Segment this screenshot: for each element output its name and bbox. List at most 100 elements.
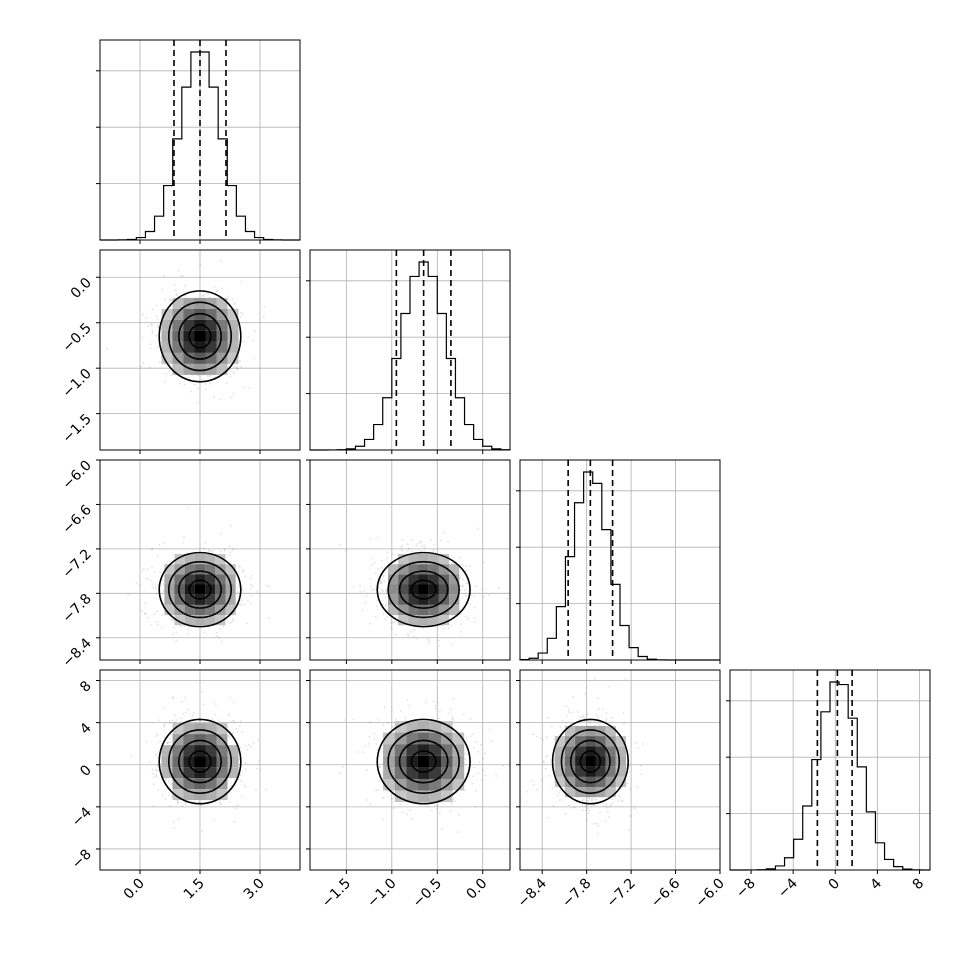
sample-point [184,696,186,699]
density-cell [225,564,236,575]
density-cell [452,778,465,791]
sample-point [473,595,476,598]
sample-point [220,260,223,263]
sample-point [361,751,364,753]
density-cell [554,776,565,788]
sample-point [633,807,636,810]
x-tick-label: 0.0 [121,876,148,903]
sample-point [392,621,395,624]
sample-point [227,295,229,298]
density-cell [428,615,439,626]
sample-point [250,583,252,586]
density-cell [398,564,409,575]
sample-point [430,539,432,542]
sample-point [359,590,362,593]
y-tick-label: 0.0 [68,275,95,302]
sample-point [146,577,149,579]
sample-point [470,594,472,596]
sample-point [568,804,570,807]
sample-point [410,631,412,633]
sample-point [231,298,234,301]
sample-point [146,568,149,570]
sample-point [419,550,422,553]
sample-point [239,603,241,606]
sample-point [373,561,376,564]
sample-point [252,339,255,342]
density-cell [164,574,175,585]
sample-point [382,797,385,800]
sample-point [175,293,178,296]
sample-point [408,547,410,550]
sample-point [236,804,239,807]
density-cell [205,363,217,375]
sample-point [383,706,386,709]
sample-point [597,832,600,835]
sample-point [247,336,250,338]
density-cell [406,721,418,733]
joint-panel-2-3 [306,459,511,664]
sample-point [243,386,246,389]
sample-point [204,388,207,390]
density-cell [205,564,216,575]
density-cell [174,574,185,585]
sample-point [244,744,246,747]
sample-point [338,772,341,774]
sample-point [565,722,568,724]
sample-point [233,373,236,375]
sample-point [168,370,171,373]
sample-point [240,779,242,782]
sample-point [462,578,465,581]
density-cell [564,766,576,777]
sample-point [231,719,234,722]
density-cell [388,574,399,585]
sample-point [162,541,165,544]
density-cell [406,767,418,779]
sample-point [544,768,547,770]
contour-level [398,570,449,609]
density-cell [615,746,626,757]
density-cell [554,766,565,777]
contour-level [158,718,242,805]
contour-level [178,312,223,360]
sample-point [369,538,372,540]
sample-point [423,544,426,547]
sample-point [597,697,600,700]
sample-point [259,768,261,771]
sample-point [382,599,384,602]
sample-point [240,599,243,602]
density-cell [418,604,429,616]
density-cell [394,721,407,733]
sample-point [218,637,221,639]
sample-point [585,807,587,809]
sample-point [640,773,643,775]
sample-point [151,583,154,585]
sample-point [154,571,157,573]
sample-point [240,720,242,722]
y-tick-label: −1.5 [59,411,94,446]
density-cell [216,767,228,779]
density-cell [406,790,418,803]
sample-point [382,723,385,726]
sample-point [369,578,372,580]
density-cell [429,732,441,745]
sample-point [187,626,190,628]
contour-level [376,718,471,805]
sample-point [239,566,241,569]
sample-point [364,745,366,747]
density-cell [183,319,195,331]
density-cell [194,594,206,605]
sample-point [411,538,414,541]
sample-point [451,715,454,718]
density-cell [161,352,173,364]
sample-point [255,788,257,791]
sample-point [175,719,178,721]
sample-point [138,584,141,586]
sample-point [240,311,243,314]
sample-point [581,809,584,812]
sample-point [375,605,378,608]
sample-point [375,743,378,745]
density-cell [605,776,616,788]
density-cell [164,594,175,605]
sample-point [343,719,346,722]
sample-point [460,623,462,626]
